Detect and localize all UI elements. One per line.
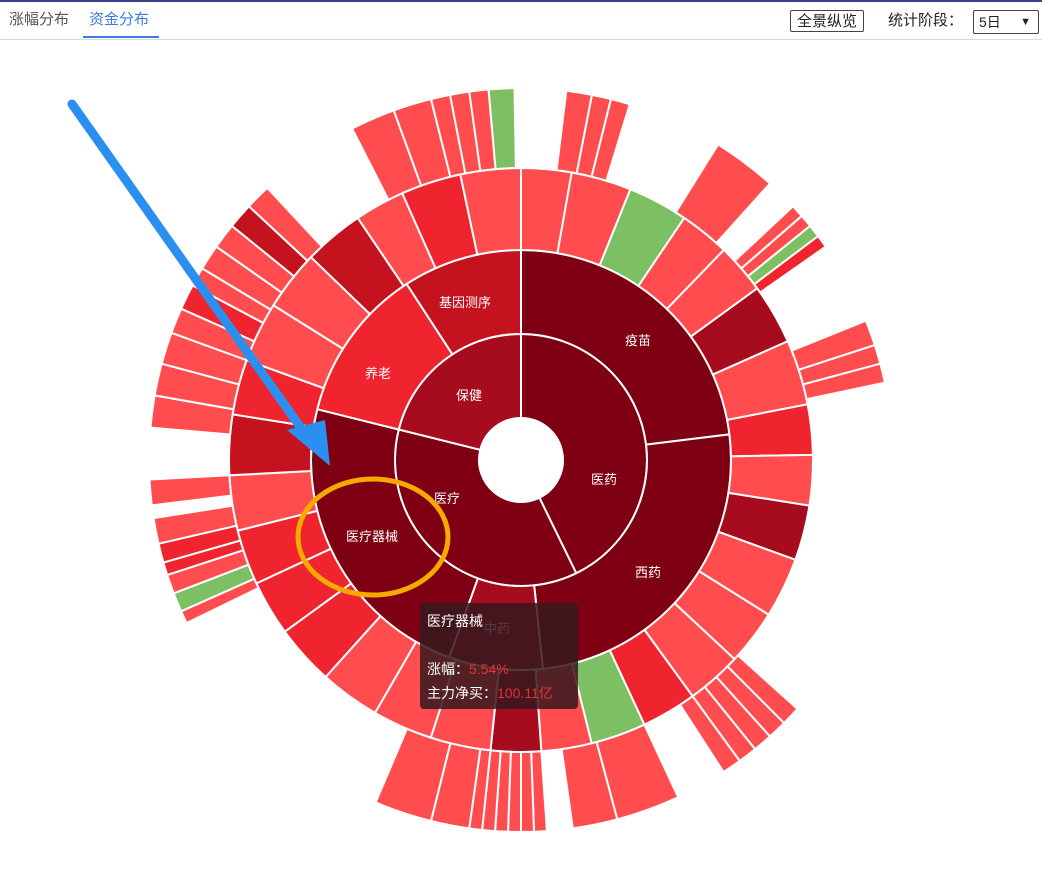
tooltip-flow-label: 主力净买： [427,685,497,701]
tooltip-change-value: 5.54% [469,661,509,677]
overview-button[interactable]: 全景纵览 [790,10,864,32]
sunburst-segments [148,87,887,834]
period-label: 统计阶段： [888,12,964,29]
ring1-label-baojian: 保健 [456,388,482,403]
tooltip-change-label: 涨幅： [427,661,469,677]
ring4-segment[interactable] [148,474,233,507]
tooltip-title: 医疗器械 [427,613,483,629]
ring1-label-yiliao: 医疗 [434,491,460,506]
chevron-down-icon: ▼ [1020,16,1031,28]
ring4-segment[interactable] [374,727,452,823]
ring2-label-yiliaoqixie: 医疗器械 [346,529,398,544]
tab-fund-distribution[interactable]: 资金分布 [89,11,150,28]
ring4-segment[interactable] [801,362,887,401]
ring4-segment[interactable] [674,143,772,245]
ring2-label-xiyao: 西药 [635,565,661,580]
tooltip-flow-value: 100.11亿 [497,685,553,701]
ring4-segment[interactable] [752,234,828,294]
ring4-segment[interactable] [487,87,517,171]
ring4-segment[interactable] [678,694,742,774]
period-select-value: 5日 [979,14,1001,30]
tooltip-change-row: 涨幅：5.54% [427,659,509,679]
sunburst-chart: 保健 医药 医疗 疫苗 西药 中药 医疗器械 养老 基因测序 [67,87,887,834]
ring1-label-yiyao: 医药 [591,472,617,487]
ring4-segment[interactable] [560,740,619,830]
ring4-segment[interactable] [590,97,632,183]
arrow-annotation [67,99,330,466]
ring4-segment[interactable] [247,186,324,263]
top-toolbar: 涨幅分布 资金分布 全景纵览 统计阶段： 5日 ▼ [0,0,1042,40]
ring2-label-yimiao: 疫苗 [625,333,651,348]
tab-gain-distribution[interactable]: 涨幅分布 [9,11,70,28]
tooltip-flow-row: 主力净买：100.11亿 [427,683,553,703]
active-tab-indicator [83,36,159,38]
ring2-label-jiyin: 基因测序 [439,295,491,310]
ring4-segment[interactable] [520,750,536,834]
tooltip: 医疗器械 涨幅：5.54% 主力净买：100.11亿 [420,603,578,709]
ring2-label-yanglao: 养老 [365,366,391,381]
top-border [0,0,1042,2]
highlight-circle [295,476,451,598]
period-select[interactable]: 5日 ▼ [973,10,1039,34]
ring4-segment[interactable] [152,504,238,545]
